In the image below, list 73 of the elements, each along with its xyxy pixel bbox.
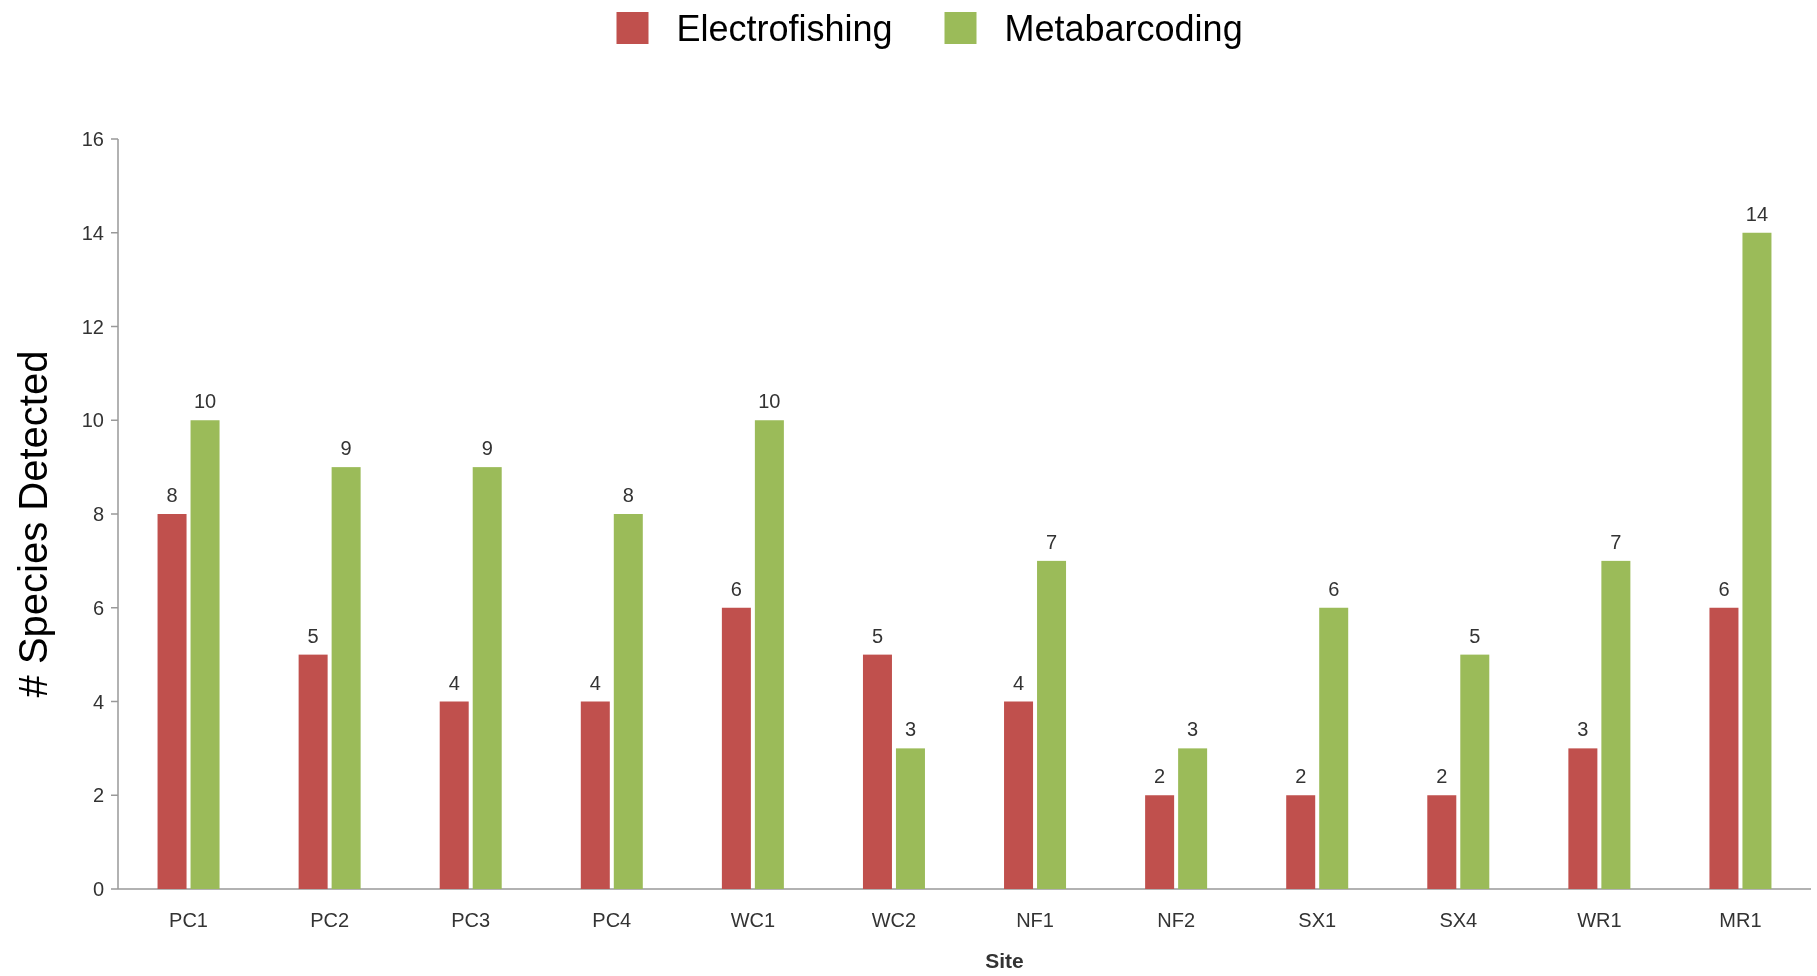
bar	[1319, 607, 1349, 889]
y-tick-label: 6	[92, 596, 104, 619]
y-tick-label: 16	[81, 128, 104, 150]
legend-label: Metabarcoding	[1004, 7, 1243, 49]
data-label: 2	[1295, 765, 1307, 788]
bar	[1460, 654, 1490, 889]
data-label: 14	[1745, 202, 1769, 225]
y-tick-label: 8	[92, 503, 104, 525]
x-tick-label: PC2	[310, 909, 350, 931]
legend-label: Electrofishing	[676, 7, 893, 49]
y-axis-title: # Species Detected	[11, 350, 55, 698]
y-tick-label: 4	[92, 690, 104, 713]
y-tick-label: 0	[92, 878, 104, 900]
data-label: 5	[871, 624, 884, 647]
bar	[895, 748, 925, 889]
x-tick-label: NF1	[1016, 909, 1054, 931]
data-label: 9	[340, 437, 352, 460]
bar	[1145, 795, 1175, 889]
x-tick-label: SX4	[1439, 909, 1478, 931]
y-tick-label: 12	[81, 315, 104, 338]
y-tick-label: 10	[81, 409, 104, 432]
bar	[1568, 748, 1598, 889]
x-tick-label: NF2	[1157, 909, 1196, 931]
y-tick-label: 2	[92, 784, 104, 807]
data-label: 5	[307, 624, 319, 647]
x-tick-label: WC1	[730, 909, 776, 931]
bar	[1427, 795, 1457, 889]
x-axis-title: Site	[985, 949, 1024, 972]
data-label: 4	[1012, 671, 1025, 694]
data-label: 2	[1154, 765, 1166, 788]
bar	[298, 654, 328, 889]
data-label: 6	[1328, 577, 1340, 600]
bar	[1709, 607, 1739, 889]
bar	[613, 514, 643, 889]
x-tick-label: WR1	[1577, 909, 1622, 931]
data-label: 4	[589, 671, 601, 694]
bar	[1037, 560, 1067, 889]
x-tick-label: PC3	[451, 909, 491, 931]
bar	[862, 654, 892, 889]
data-label: 4	[448, 671, 460, 694]
bar	[1601, 560, 1631, 889]
bar	[754, 420, 784, 889]
y-tick-label: 14	[81, 221, 104, 244]
data-label: 8	[622, 484, 634, 506]
bar	[190, 420, 220, 889]
data-label: 10	[758, 390, 781, 413]
bar	[1178, 748, 1208, 889]
data-label: 9	[481, 437, 493, 460]
data-label: 8	[166, 484, 178, 506]
data-label: 7	[1045, 530, 1058, 553]
data-label: 2	[1436, 765, 1448, 788]
x-tick-label: MR1	[1719, 909, 1762, 931]
data-label: 3	[1577, 718, 1589, 741]
bar	[580, 701, 610, 889]
data-label: 10	[193, 390, 217, 413]
bar	[721, 607, 751, 889]
x-tick-label: WC2	[871, 909, 917, 931]
x-tick-label: SX1	[1298, 909, 1337, 931]
data-label: 3	[1187, 718, 1199, 741]
bar	[1004, 701, 1034, 889]
bar	[331, 467, 361, 889]
x-tick-label: PC4	[592, 909, 632, 931]
data-label: 5	[1469, 624, 1481, 647]
bar	[439, 701, 469, 889]
bar	[1742, 232, 1772, 889]
data-label: 6	[1718, 577, 1730, 600]
data-label: 6	[730, 577, 742, 600]
data-label: 3	[904, 718, 917, 741]
bar	[157, 514, 187, 889]
bar	[1286, 795, 1316, 889]
data-label: 7	[1610, 530, 1622, 553]
x-tick-label: PC1	[169, 909, 208, 931]
bar	[472, 467, 502, 889]
